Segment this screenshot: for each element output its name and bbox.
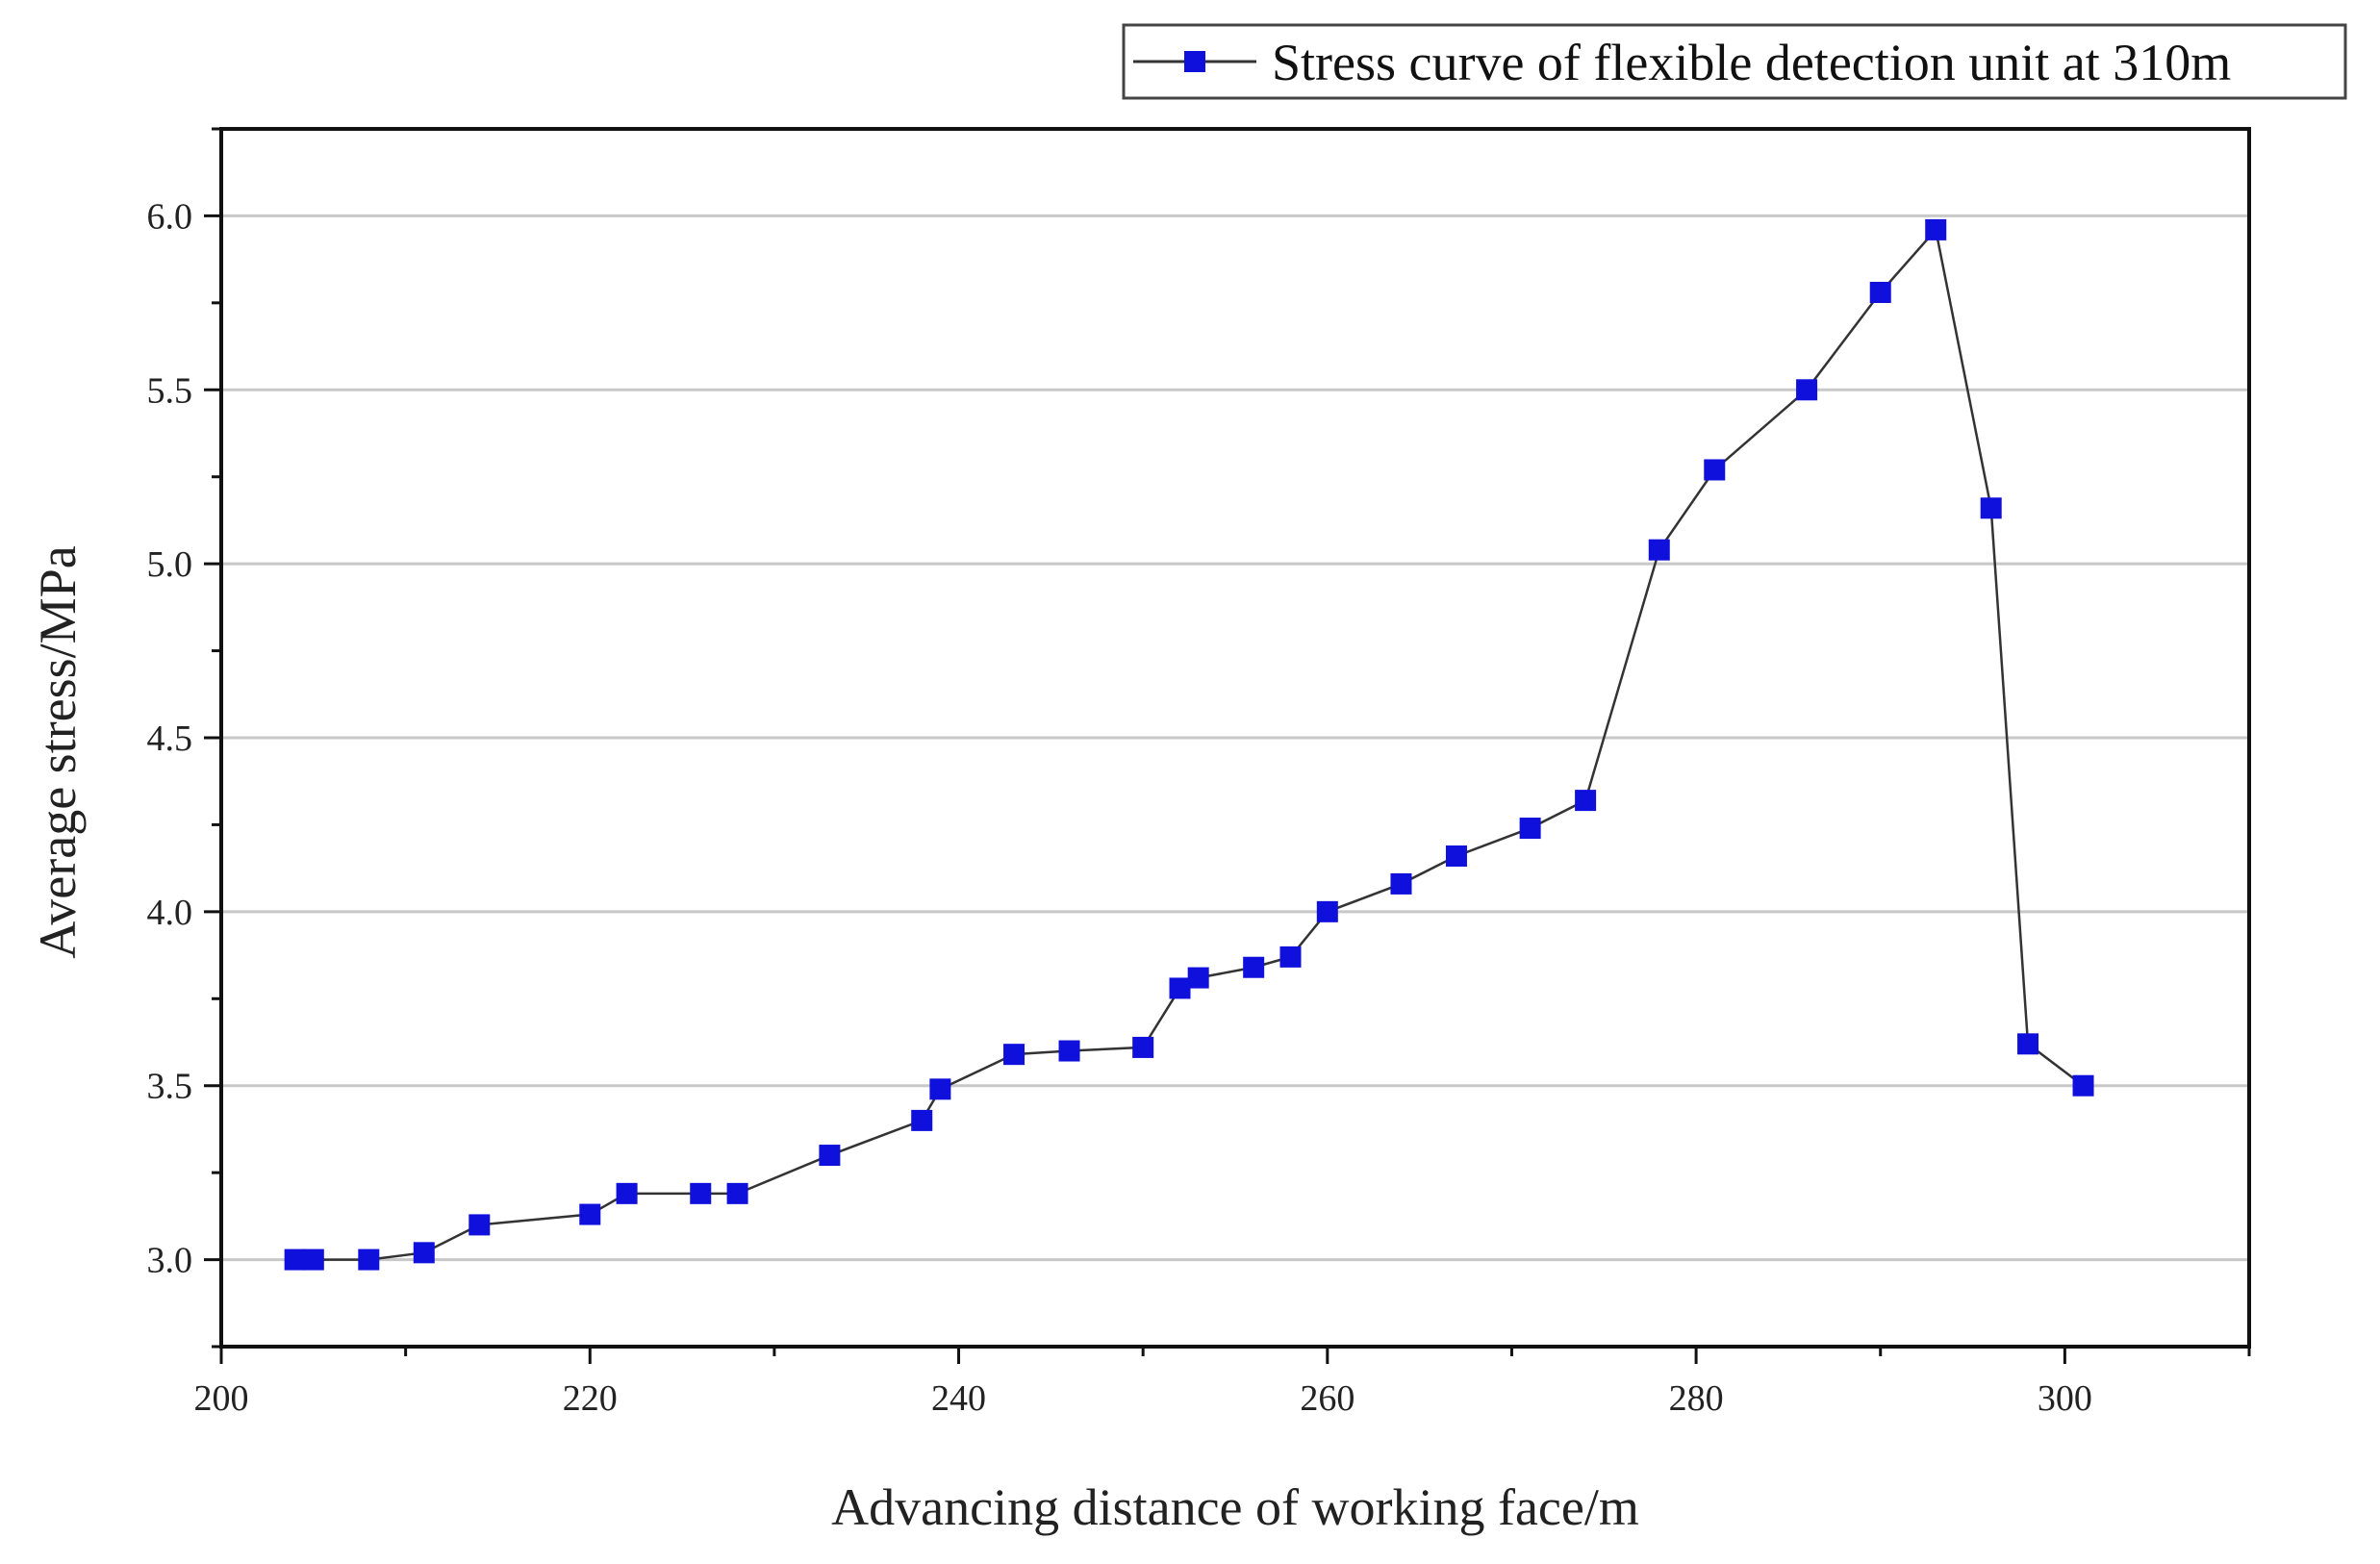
data-point-marker <box>1704 459 1726 481</box>
data-point-marker <box>1187 967 1209 989</box>
y-tick-label: 4.5 <box>147 719 193 759</box>
data-point-marker <box>358 1249 380 1271</box>
data-point-marker <box>1390 872 1412 895</box>
minor-ticks <box>212 127 2251 1356</box>
data-point-marker <box>929 1078 951 1100</box>
y-tick-label: 3.5 <box>147 1067 193 1107</box>
plot-frame <box>219 127 2251 1349</box>
x-tick-label: 220 <box>563 1378 618 1419</box>
y-tick-label: 6.0 <box>147 196 193 237</box>
series-layer <box>284 218 2094 1271</box>
data-point-marker <box>1132 1036 1154 1058</box>
data-point-marker <box>1575 790 1597 812</box>
grid-lines <box>221 214 2249 1262</box>
data-point-marker <box>1796 379 1818 401</box>
data-point-marker <box>726 1182 748 1204</box>
data-point-marker <box>1445 845 1467 867</box>
data-point-marker <box>1925 218 1947 240</box>
x-tick-label: 280 <box>1669 1378 1724 1419</box>
x-tick-labels: 200 220 240 260 280 300 <box>194 1378 2092 1419</box>
x-tick-label: 260 <box>1300 1378 1355 1419</box>
legend: Stress curve of flexible detection unit … <box>1122 23 2347 100</box>
data-point-marker <box>413 1242 435 1264</box>
data-point-marker <box>1980 497 2002 519</box>
y-tick-label: 5.5 <box>147 370 193 411</box>
data-point-marker <box>1648 539 1670 561</box>
data-point-marker <box>2072 1074 2094 1097</box>
y-tick-labels: 3.0 3.5 4.0 4.5 5.0 5.5 6.0 <box>147 196 193 1280</box>
legend-marker-square <box>1184 51 1205 72</box>
data-point-marker <box>911 1109 933 1131</box>
x-tick-label: 300 <box>2038 1378 2092 1419</box>
data-point-marker <box>1316 900 1338 922</box>
data-point-marker <box>1058 1040 1080 1062</box>
data-point-marker <box>819 1145 841 1167</box>
data-point-marker <box>579 1203 601 1225</box>
y-tick-label: 4.0 <box>147 893 193 933</box>
data-point-marker <box>1279 946 1302 968</box>
data-point-marker <box>1243 956 1265 978</box>
data-point-marker <box>302 1249 324 1271</box>
major-ticks <box>204 214 2066 1364</box>
data-point-marker <box>1519 818 1541 840</box>
legend-box <box>1122 23 2347 100</box>
legend-entry-label: Stress curve of flexible detection unit … <box>1272 34 2231 91</box>
y-tick-label: 3.0 <box>147 1241 193 1281</box>
data-point-marker <box>1169 977 1191 999</box>
data-point-marker <box>1003 1044 1025 1066</box>
data-point-marker <box>2017 1033 2039 1055</box>
data-point-marker <box>284 1249 306 1271</box>
x-tick-label: 200 <box>194 1378 249 1419</box>
x-axis-title: Advancing distance of working face/m <box>831 1478 1639 1536</box>
data-point-marker <box>468 1214 491 1236</box>
data-point-marker <box>1869 282 1891 304</box>
y-tick-label: 5.0 <box>147 544 193 585</box>
data-point-marker <box>690 1182 712 1204</box>
data-point-marker <box>616 1182 638 1204</box>
y-axis-title: Average stress/MPa <box>29 545 87 958</box>
x-tick-label: 240 <box>931 1378 986 1419</box>
